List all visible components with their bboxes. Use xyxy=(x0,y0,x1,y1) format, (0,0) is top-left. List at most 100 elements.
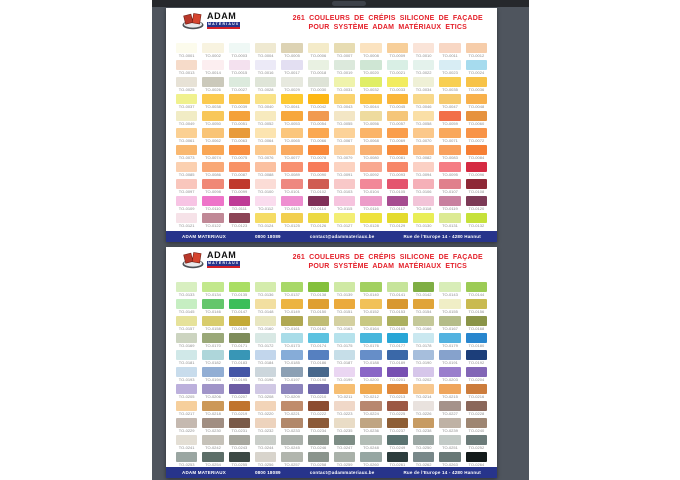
swatch-code: TO-0237 xyxy=(389,429,406,433)
swatch-code: TO-0083 xyxy=(442,156,458,160)
swatch-code: TO-0139 xyxy=(336,293,353,297)
swatch-code: TO-0104 xyxy=(363,190,379,194)
swatch-code: TO-0031 xyxy=(336,88,353,92)
color-swatch-cell: TO-0259 xyxy=(334,452,356,467)
color-swatch xyxy=(307,94,329,104)
color-swatch xyxy=(281,94,303,104)
color-swatch xyxy=(202,213,224,223)
swatch-code: TO-0145 xyxy=(178,310,195,314)
swatch-code: TO-0118 xyxy=(415,207,432,211)
color-swatch xyxy=(439,60,461,70)
swatch-code: TO-0133 xyxy=(178,293,195,297)
color-swatch xyxy=(228,401,250,411)
color-swatch-cell: TO-0005 xyxy=(281,43,303,58)
color-swatch-cell: TO-0139 xyxy=(334,282,356,297)
swatch-code: TO-0218 xyxy=(205,412,221,416)
color-swatch-cell: TO-0008 xyxy=(360,43,382,58)
color-swatch-cell: TO-0164 xyxy=(360,316,382,331)
swatch-code: TO-0152 xyxy=(363,310,379,314)
color-swatch xyxy=(386,179,408,189)
color-swatch xyxy=(307,77,329,87)
color-swatch xyxy=(360,179,382,189)
color-swatch xyxy=(281,111,303,121)
swatch-code: TO-0190 xyxy=(415,361,432,365)
swatch-code: TO-0106 xyxy=(415,190,432,194)
color-swatch xyxy=(228,384,250,394)
color-swatch-cell: TO-0102 xyxy=(307,179,329,194)
color-swatch-cell: TO-0038 xyxy=(202,94,224,109)
color-swatch-cell: TO-0200 xyxy=(360,367,382,382)
color-swatch-cell: TO-0207 xyxy=(228,384,250,399)
color-swatch-cell: TO-0063 xyxy=(228,128,250,143)
color-swatch-cell: TO-0165 xyxy=(386,316,408,331)
color-swatch-cell: TO-0245 xyxy=(281,435,303,450)
color-swatch xyxy=(360,316,382,326)
swatch-code: TO-0165 xyxy=(389,327,406,331)
swatch-code: TO-0087 xyxy=(231,173,248,177)
swatch-code: TO-0080 xyxy=(363,156,379,160)
color-swatch-cell: TO-0002 xyxy=(202,43,224,58)
swatch-code: TO-0219 xyxy=(231,412,248,416)
swatch-code: TO-0140 xyxy=(363,293,379,297)
color-swatch-cell: TO-0263 xyxy=(439,452,461,467)
swatch-code: TO-0056 xyxy=(363,122,379,126)
color-swatch xyxy=(334,299,356,309)
swatch-code: TO-0006 xyxy=(310,54,327,58)
color-swatch xyxy=(439,316,461,326)
color-swatch-cell: TO-0003 xyxy=(228,43,250,58)
color-swatch-cell: TO-0166 xyxy=(413,316,435,331)
color-swatch xyxy=(413,367,435,377)
color-swatch-cell: TO-0060 xyxy=(465,111,487,126)
color-swatch xyxy=(307,282,329,292)
color-swatch-cell: TO-0071 xyxy=(439,128,461,143)
document-page-2: ADAM MATÉRIAUX 261 COULEURS DE CRÉPIS SI… xyxy=(166,247,497,478)
swatch-code: TO-0007 xyxy=(336,54,353,58)
color-swatch xyxy=(176,401,198,411)
color-swatch-cell: TO-0029 xyxy=(281,77,303,92)
color-swatch xyxy=(413,316,435,326)
color-swatch-grid: TO-0133 TO-0134 TO-0135 TO-0136 TO-0137 TO-01… xyxy=(176,282,487,467)
color-swatch xyxy=(413,196,435,206)
color-swatch-cell: TO-0074 xyxy=(202,145,224,160)
swatch-code: TO-0123 xyxy=(231,224,248,228)
color-swatch-cell: TO-0158 xyxy=(202,316,224,331)
color-swatch-cell: TO-0227 xyxy=(439,401,461,416)
swatch-code: TO-0088 xyxy=(257,173,274,177)
document-page-1: ADAM MATÉRIAUX 261 COULEURS DE CRÉPIS SI… xyxy=(166,8,497,242)
color-swatch xyxy=(386,350,408,360)
viewer-toolbar-handle[interactable] xyxy=(332,1,366,6)
swatch-code: TO-0132 xyxy=(468,224,485,228)
swatch-code: TO-0038 xyxy=(205,105,221,109)
color-swatch xyxy=(281,77,303,87)
color-swatch xyxy=(360,77,382,87)
color-swatch-cell: TO-0042 xyxy=(307,94,329,109)
color-swatch xyxy=(228,213,250,223)
color-swatch xyxy=(360,435,382,445)
color-swatch xyxy=(255,196,277,206)
color-swatch-cell: TO-0182 xyxy=(202,350,224,365)
color-swatch xyxy=(228,282,250,292)
color-swatch xyxy=(413,145,435,155)
color-swatch-cell: TO-0095 xyxy=(439,162,461,177)
color-swatch-cell: TO-0190 xyxy=(413,350,435,365)
document-viewer[interactable]: ADAM MATÉRIAUX 261 COULEURS DE CRÉPIS SI… xyxy=(152,0,529,480)
swatch-code: TO-0225 xyxy=(389,412,406,416)
swatch-code: TO-0057 xyxy=(389,122,406,126)
color-swatch-cell: TO-0084 xyxy=(465,145,487,160)
color-swatch-cell: TO-0250 xyxy=(413,435,435,450)
color-swatch-cell: TO-0262 xyxy=(413,452,435,467)
swatch-code: TO-0182 xyxy=(205,361,221,365)
footer-company: ADAM MATERIAUX xyxy=(182,234,226,239)
swatch-code: TO-0193 xyxy=(178,378,195,382)
color-swatch-cell: TO-0127 xyxy=(334,213,356,228)
swatch-code: TO-0018 xyxy=(310,71,327,75)
color-swatch-cell: TO-0255 xyxy=(228,452,250,467)
color-swatch-cell: TO-0248 xyxy=(360,435,382,450)
color-swatch-cell: TO-0125 xyxy=(281,213,303,228)
color-swatch-cell: TO-0066 xyxy=(307,128,329,143)
swatch-code: TO-0108 xyxy=(468,190,485,194)
swatch-code: TO-0002 xyxy=(205,54,221,58)
color-swatch-cell: TO-0098 xyxy=(202,179,224,194)
color-swatch-cell: TO-0043 xyxy=(334,94,356,109)
swatch-code: TO-0040 xyxy=(257,105,274,109)
